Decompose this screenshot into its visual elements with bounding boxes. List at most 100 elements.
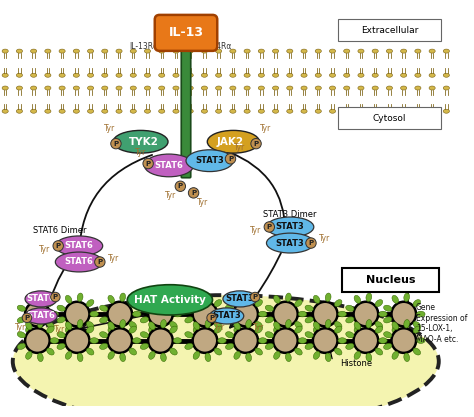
Ellipse shape <box>57 332 65 338</box>
Text: Tyr: Tyr <box>39 245 51 254</box>
Ellipse shape <box>16 73 22 77</box>
Circle shape <box>188 188 199 198</box>
Ellipse shape <box>65 352 72 359</box>
Text: STAT3 Dimer: STAT3 Dimer <box>264 210 317 219</box>
Ellipse shape <box>46 326 54 333</box>
Text: Tyr: Tyr <box>250 226 262 235</box>
Circle shape <box>313 328 337 353</box>
Ellipse shape <box>173 109 179 113</box>
Text: JAK2: JAK2 <box>217 137 244 147</box>
Ellipse shape <box>17 343 26 349</box>
Ellipse shape <box>325 353 331 362</box>
Ellipse shape <box>100 305 108 311</box>
Ellipse shape <box>415 86 421 90</box>
Ellipse shape <box>57 343 65 349</box>
Ellipse shape <box>16 109 22 113</box>
Circle shape <box>51 292 60 302</box>
Text: Extracellular: Extracellular <box>361 25 418 35</box>
Ellipse shape <box>2 49 8 53</box>
Ellipse shape <box>443 86 449 90</box>
Text: STAT6 Dimer: STAT6 Dimer <box>33 226 87 235</box>
Text: P: P <box>146 161 151 166</box>
Ellipse shape <box>145 73 151 77</box>
Ellipse shape <box>401 73 407 77</box>
Ellipse shape <box>301 73 307 77</box>
Text: Cytosol: Cytosol <box>373 113 406 123</box>
Ellipse shape <box>102 86 108 90</box>
Ellipse shape <box>265 332 273 338</box>
Ellipse shape <box>285 319 291 328</box>
Ellipse shape <box>65 325 72 333</box>
Ellipse shape <box>234 322 240 330</box>
Ellipse shape <box>193 325 200 333</box>
Circle shape <box>207 313 216 323</box>
Circle shape <box>233 302 258 327</box>
Ellipse shape <box>120 319 126 328</box>
FancyBboxPatch shape <box>342 268 439 292</box>
Ellipse shape <box>273 109 279 113</box>
Ellipse shape <box>25 308 57 324</box>
Ellipse shape <box>159 49 165 53</box>
Ellipse shape <box>90 338 99 344</box>
Ellipse shape <box>266 217 314 237</box>
Ellipse shape <box>161 293 166 301</box>
Ellipse shape <box>129 326 137 333</box>
Ellipse shape <box>383 305 392 311</box>
Ellipse shape <box>86 299 94 306</box>
Text: Nucleus: Nucleus <box>366 275 415 285</box>
Ellipse shape <box>100 332 108 338</box>
Circle shape <box>143 158 154 169</box>
Circle shape <box>95 257 105 267</box>
Text: Gene
Expression of
15-LOX-1,
MAO-A etc.: Gene Expression of 15-LOX-1, MAO-A etc. <box>416 304 467 344</box>
Text: P: P <box>209 315 214 321</box>
Text: Tyr: Tyr <box>108 254 118 263</box>
Circle shape <box>65 302 90 327</box>
Ellipse shape <box>413 322 420 329</box>
Ellipse shape <box>246 353 252 362</box>
Ellipse shape <box>201 109 208 113</box>
Ellipse shape <box>338 311 346 317</box>
Ellipse shape <box>335 322 342 329</box>
Ellipse shape <box>392 352 399 359</box>
Ellipse shape <box>193 352 200 359</box>
Ellipse shape <box>255 326 263 333</box>
Ellipse shape <box>26 325 32 333</box>
Circle shape <box>306 238 316 248</box>
Ellipse shape <box>218 338 226 344</box>
Ellipse shape <box>429 86 435 90</box>
Ellipse shape <box>273 295 280 303</box>
Text: Tyr: Tyr <box>104 124 115 133</box>
Ellipse shape <box>375 299 383 306</box>
Ellipse shape <box>287 73 293 77</box>
Ellipse shape <box>273 322 280 330</box>
Ellipse shape <box>379 311 387 317</box>
Ellipse shape <box>273 325 280 333</box>
Ellipse shape <box>305 343 313 349</box>
Ellipse shape <box>30 109 36 113</box>
Ellipse shape <box>59 86 65 90</box>
Ellipse shape <box>46 348 54 355</box>
Ellipse shape <box>258 109 264 113</box>
Ellipse shape <box>287 49 293 53</box>
Text: P: P <box>53 294 58 300</box>
Ellipse shape <box>338 338 346 344</box>
Ellipse shape <box>417 311 425 317</box>
Ellipse shape <box>88 73 94 77</box>
Ellipse shape <box>315 73 321 77</box>
Ellipse shape <box>358 49 364 53</box>
Ellipse shape <box>108 352 114 359</box>
Ellipse shape <box>273 73 279 77</box>
Ellipse shape <box>285 327 291 335</box>
Ellipse shape <box>386 73 392 77</box>
Ellipse shape <box>305 305 313 311</box>
Ellipse shape <box>273 86 279 90</box>
Text: P: P <box>97 259 102 265</box>
Text: Tyr: Tyr <box>165 191 176 200</box>
Ellipse shape <box>116 109 122 113</box>
Ellipse shape <box>404 353 410 362</box>
Ellipse shape <box>258 311 267 317</box>
Ellipse shape <box>216 86 222 90</box>
Ellipse shape <box>273 49 279 53</box>
Ellipse shape <box>45 109 51 113</box>
Ellipse shape <box>30 86 36 90</box>
